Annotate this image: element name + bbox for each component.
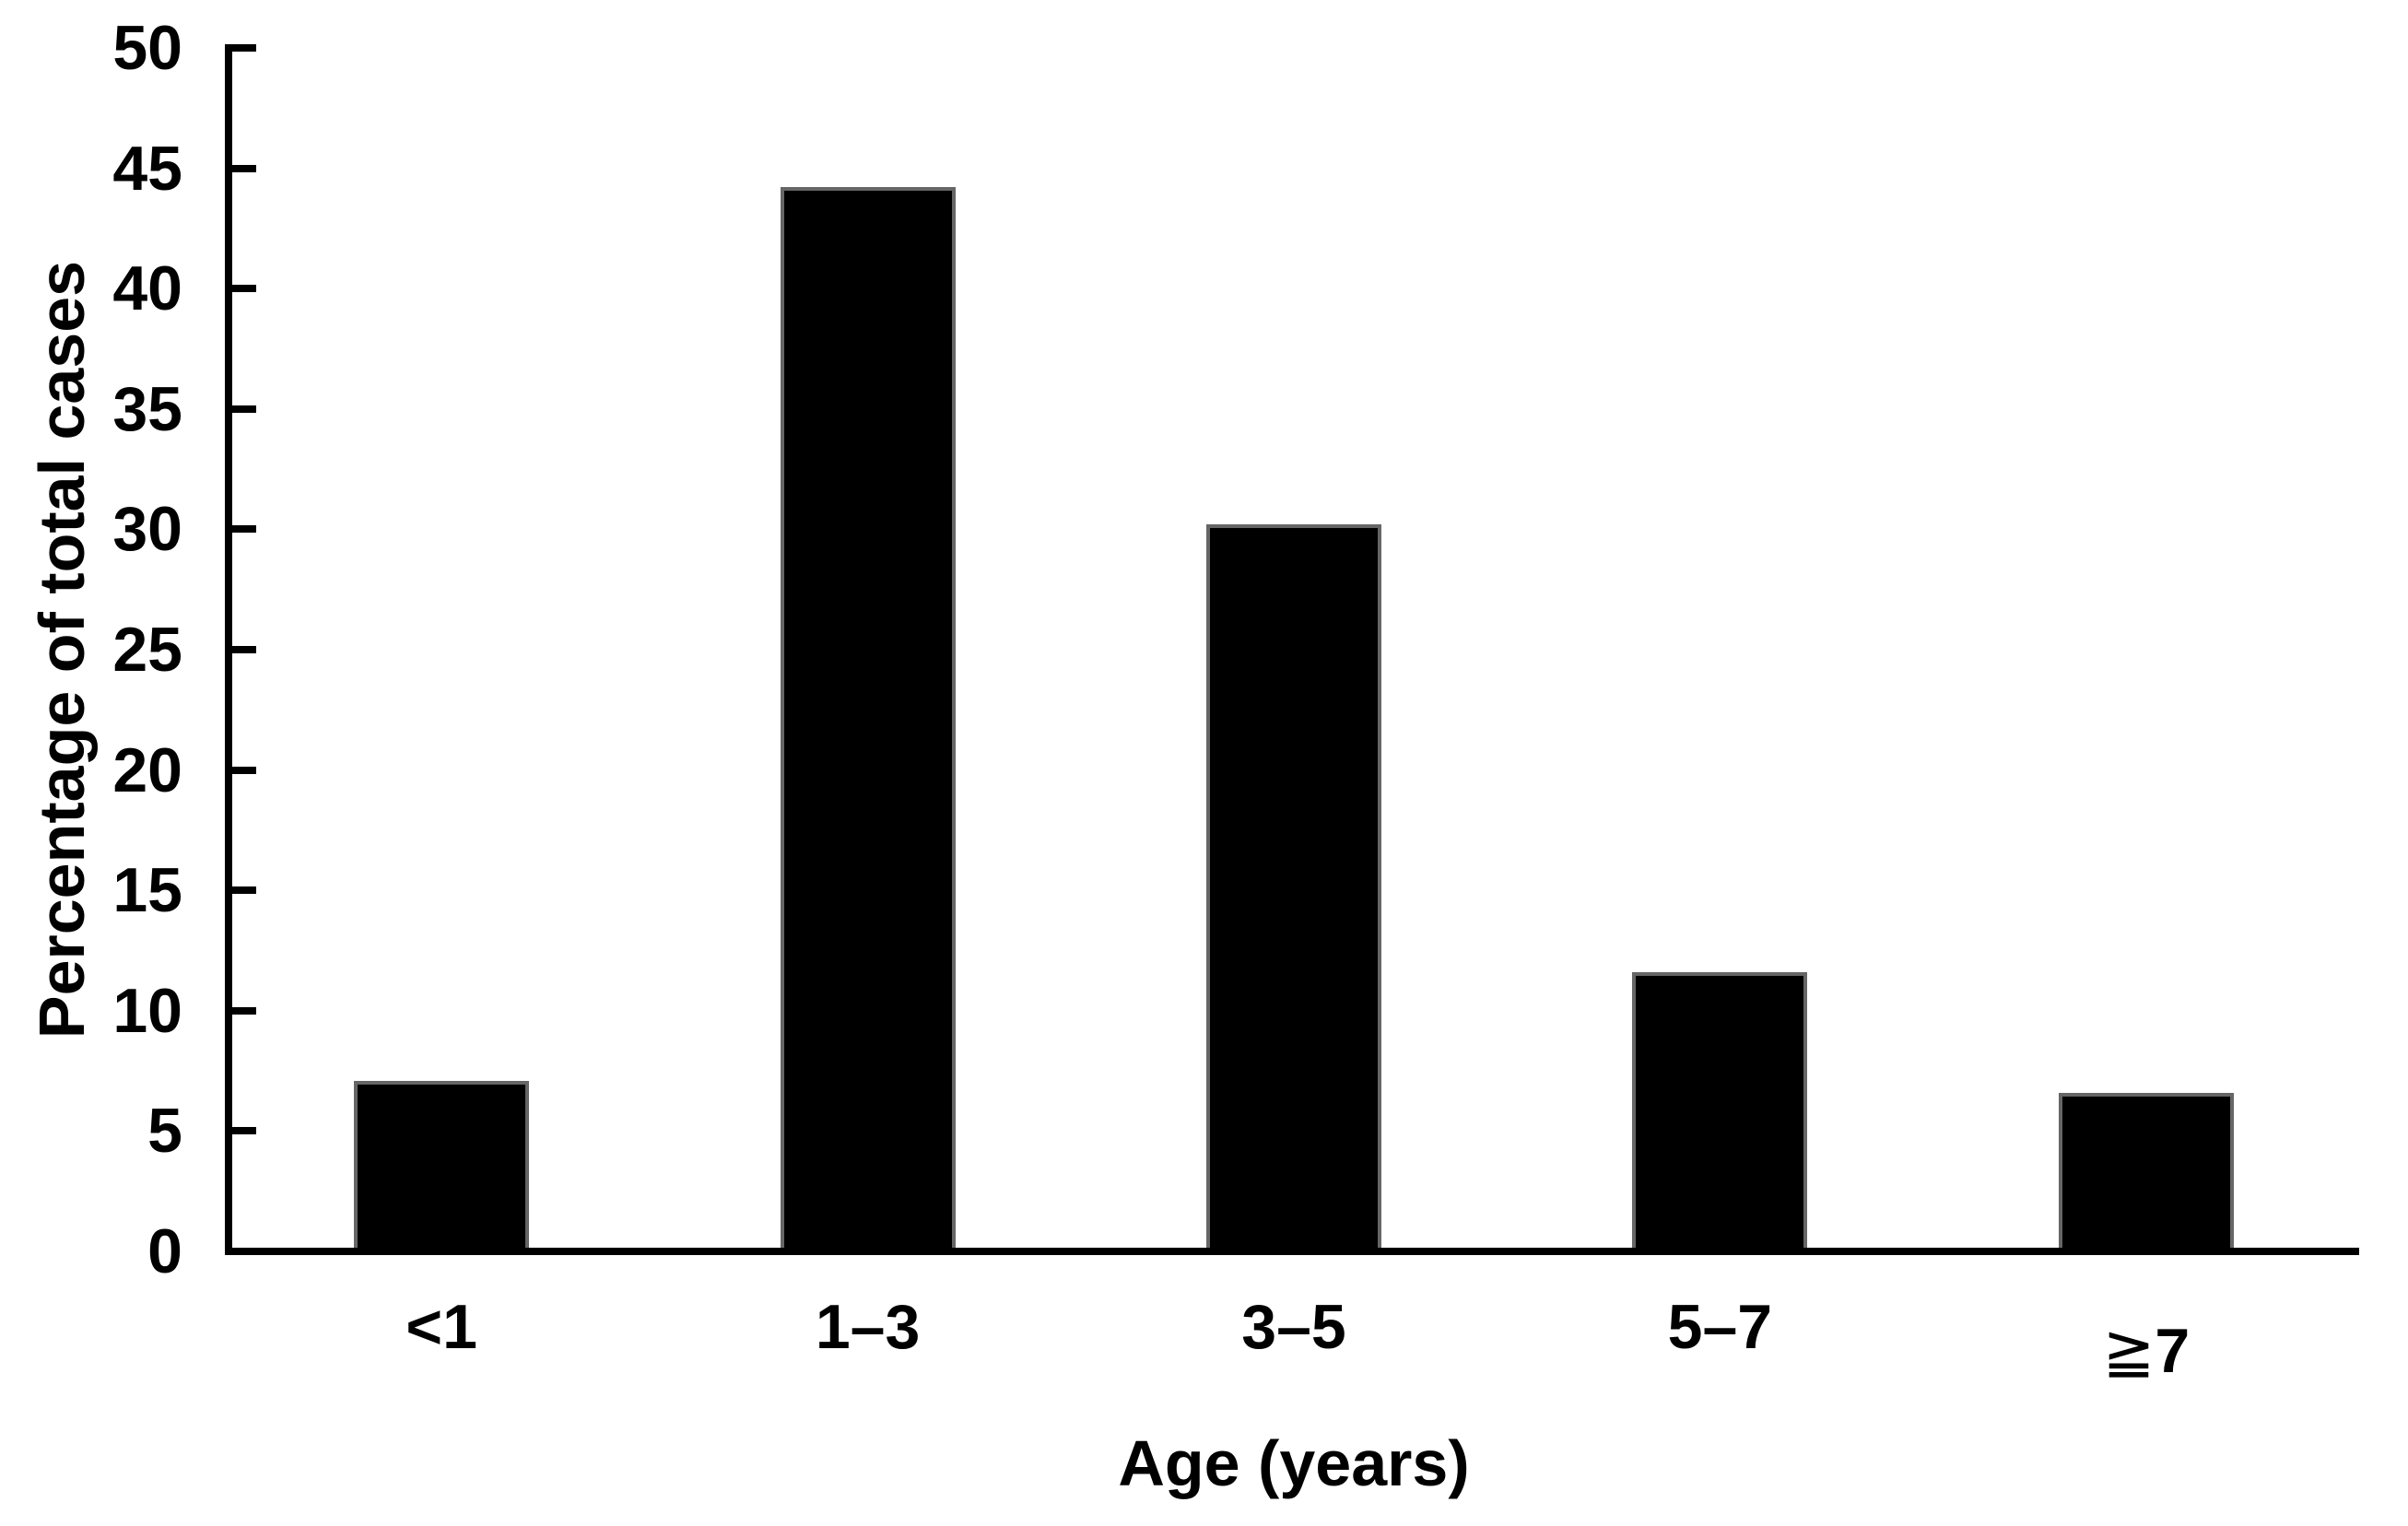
- y-tick-label: 20: [112, 734, 182, 805]
- x-axis-line: [225, 1248, 2359, 1255]
- y-tick-label: 45: [112, 133, 182, 204]
- x-tick-label: ≧7: [2102, 1316, 2191, 1386]
- y-tick-label: 5: [147, 1096, 182, 1167]
- y-tick-label: 25: [112, 615, 182, 685]
- x-tick-label: <1: [405, 1292, 477, 1362]
- y-tick-mark: [232, 766, 256, 774]
- x-tick-label: 5–7: [1667, 1292, 1773, 1362]
- y-tick-label: 10: [112, 975, 182, 1046]
- bar: [1632, 972, 1808, 1251]
- y-tick-label: 50: [112, 13, 182, 83]
- y-tick-mark: [232, 1248, 256, 1255]
- y-tick-mark: [232, 164, 256, 172]
- y-tick-mark: [232, 1006, 256, 1015]
- greater-equal-symbol: ≧: [2102, 1316, 2155, 1386]
- y-tick-mark: [232, 405, 256, 413]
- y-axis-line: [225, 44, 232, 1255]
- bar: [780, 187, 956, 1251]
- bar: [1206, 524, 1381, 1251]
- y-tick-mark: [232, 1127, 256, 1135]
- y-tick-label: 30: [112, 494, 182, 565]
- y-tick-mark: [232, 285, 256, 293]
- y-tick-label: 0: [147, 1216, 182, 1286]
- bar: [2058, 1092, 2234, 1251]
- y-tick-label: 35: [112, 373, 182, 444]
- y-tick-label: 15: [112, 855, 182, 926]
- x-tick-label: 1–3: [815, 1292, 921, 1362]
- y-tick-mark: [232, 886, 256, 895]
- y-tick-mark: [232, 646, 256, 653]
- y-tick-mark: [232, 44, 256, 52]
- bar: [354, 1080, 530, 1251]
- x-tick-label: 3–5: [1241, 1292, 1346, 1362]
- x-axis-title: Age (years): [1118, 1427, 1470, 1499]
- y-tick-label: 40: [112, 253, 182, 324]
- y-tick-mark: [232, 525, 256, 534]
